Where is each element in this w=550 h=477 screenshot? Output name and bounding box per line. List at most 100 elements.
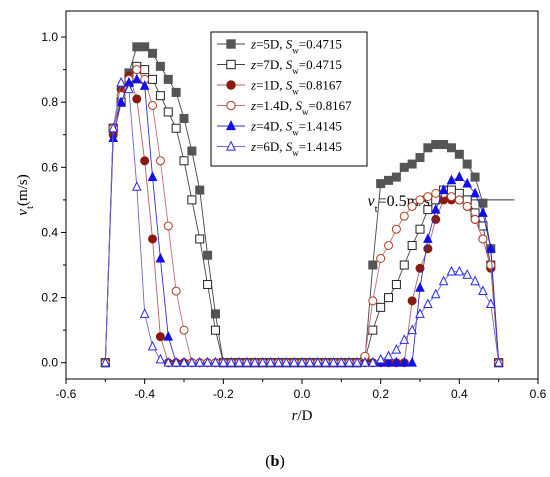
- data-point: [140, 65, 150, 75]
- data-point: [100, 356, 111, 367]
- data-point: [493, 356, 504, 367]
- data-point: [225, 140, 237, 151]
- data-point: [407, 324, 417, 335]
- data-point: [312, 356, 323, 367]
- data-point: [454, 171, 465, 182]
- legend-item: z=5D, Sw=0.4715: [217, 37, 342, 56]
- data-point: [116, 76, 126, 87]
- data-point: [155, 91, 165, 101]
- y-tick-label: 1.0: [41, 30, 58, 44]
- data-point: [108, 122, 119, 133]
- series-6: [100, 76, 504, 367]
- data-point: [407, 296, 417, 306]
- data-point: [297, 356, 307, 367]
- data-point: [478, 285, 488, 296]
- data-point: [407, 159, 417, 169]
- legend-label: z=5D, Sw=0.4715: [250, 37, 342, 56]
- data-point: [171, 356, 181, 367]
- data-point: [462, 177, 473, 188]
- data-point: [376, 179, 386, 189]
- data-point: [407, 356, 417, 367]
- data-point: [399, 334, 410, 344]
- data-point: [226, 356, 237, 367]
- data-point: [368, 260, 378, 270]
- data-point: [202, 356, 213, 367]
- legend-item: z=4D, Sw=1.4145: [217, 119, 342, 138]
- data-point: [399, 162, 409, 172]
- data-point: [423, 205, 433, 215]
- y-tick-label: 0.6: [41, 160, 58, 174]
- series-layer: [100, 42, 504, 368]
- data-point: [163, 221, 173, 231]
- data-point: [470, 214, 480, 224]
- y-axis-title-sub: t: [24, 206, 36, 209]
- data-point: [140, 42, 150, 52]
- data-point: [171, 87, 181, 97]
- data-point: [289, 356, 299, 367]
- data-point: [163, 107, 173, 117]
- data-point: [155, 61, 165, 71]
- x-axis-title-rest: /D: [297, 408, 312, 424]
- data-point: [391, 356, 402, 367]
- data-point: [148, 234, 158, 244]
- axis-ticks: -0.6 -0.4 -0.2 0.0 0.2 0.4 0.6 0.0 0.2 0.4 0.6 0.8 1…: [41, 30, 546, 401]
- data-point: [203, 280, 213, 290]
- data-point: [454, 265, 465, 276]
- data-point: [210, 309, 220, 319]
- data-point: [226, 100, 236, 111]
- data-point: [148, 74, 158, 84]
- data-point: [391, 172, 401, 182]
- data-point: [179, 156, 189, 166]
- legend-item: z=1D, Sw=0.8167: [217, 78, 342, 97]
- data-point: [383, 350, 394, 361]
- data-point: [384, 175, 394, 185]
- reference-label-sub: t: [375, 203, 378, 215]
- data-point: [446, 192, 456, 202]
- data-point: [399, 211, 409, 221]
- data-point: [367, 356, 378, 367]
- data-point: [446, 265, 457, 276]
- data-point: [131, 73, 142, 84]
- y-tick-label: 0.0: [41, 356, 58, 370]
- data-point: [391, 224, 401, 234]
- data-point: [415, 263, 425, 273]
- data-point: [423, 244, 433, 254]
- x-axis-title-var: r: [292, 408, 298, 424]
- x-tick-label: 0.4: [451, 387, 468, 401]
- data-point: [423, 192, 433, 202]
- panel-label-open: (: [265, 453, 270, 470]
- data-point: [462, 269, 473, 279]
- reference-label-var: v: [367, 193, 375, 210]
- data-point: [430, 203, 441, 214]
- data-point: [352, 356, 362, 367]
- y-tick-label: 0.2: [41, 291, 58, 305]
- data-point: [226, 80, 236, 90]
- data-point: [376, 302, 386, 312]
- data-point: [132, 65, 142, 75]
- data-point: [139, 80, 150, 90]
- data-point: [187, 195, 197, 205]
- x-tick-label: 0.2: [372, 387, 389, 401]
- data-point: [163, 74, 173, 84]
- data-point: [423, 143, 433, 153]
- data-point: [148, 48, 158, 58]
- data-point: [375, 353, 386, 364]
- legend-label: z=1.4D, Sw=0.8167: [250, 98, 352, 117]
- legend-item: z=7D, Sw=0.4715: [217, 57, 342, 76]
- legend-label: z=4D, Sw=1.4145: [250, 119, 342, 138]
- data-point: [415, 282, 425, 292]
- data-point: [242, 356, 252, 367]
- data-point: [155, 252, 166, 263]
- data-point: [265, 356, 276, 367]
- x-tick-label: -0.4: [134, 387, 155, 401]
- data-point: [430, 288, 441, 299]
- data-point: [281, 356, 292, 367]
- data-point: [210, 325, 220, 335]
- data-point: [210, 356, 221, 367]
- data-point: [155, 156, 165, 166]
- data-point: [446, 174, 457, 185]
- data-point: [423, 298, 433, 309]
- data-point: [470, 187, 480, 198]
- data-point: [384, 240, 394, 250]
